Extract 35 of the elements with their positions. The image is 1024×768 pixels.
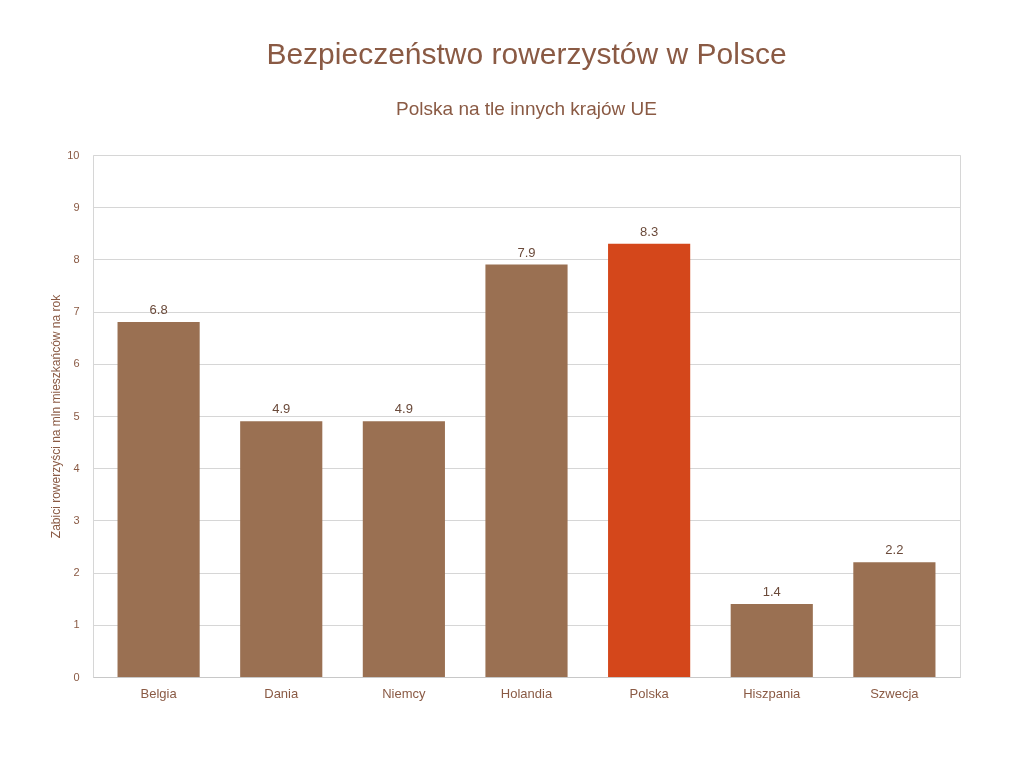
y-tick-label: 0 xyxy=(73,670,80,683)
y-tick-label: 3 xyxy=(73,513,80,526)
data-label: 6.8 xyxy=(149,302,168,318)
y-tick-label: 2 xyxy=(73,566,80,579)
x-tick-label: Holandia xyxy=(500,685,553,701)
x-tick-label: Niemcy xyxy=(382,685,427,701)
bar xyxy=(608,243,691,677)
data-label: 4.9 xyxy=(394,401,413,417)
y-tick-label: 10 xyxy=(67,148,80,161)
chart-title: Bezpieczeństwo rowerzystów w Polsce xyxy=(266,37,787,70)
data-label: 2.2 xyxy=(885,542,904,558)
y-tick-label: 4 xyxy=(73,461,80,474)
chart-subtitle: Polska na tle innych krajów UE xyxy=(396,98,657,119)
data-label: 1.4 xyxy=(762,583,781,599)
x-tick-label: Szwecja xyxy=(870,685,920,701)
y-tick-label: 7 xyxy=(73,305,80,318)
y-axis-title: Zabici rowerzyści na mln mieszkańców na rok xyxy=(49,293,64,539)
y-tick-label: 9 xyxy=(73,200,80,213)
x-tick-label: Hiszpania xyxy=(743,685,802,701)
data-label: 8.3 xyxy=(640,223,659,239)
x-tick-label: Dania xyxy=(264,685,299,701)
x-tick-label: Belgia xyxy=(140,685,178,701)
y-tick-label: 5 xyxy=(73,409,80,422)
bar xyxy=(730,603,813,677)
bar xyxy=(240,421,323,677)
y-tick-label: 6 xyxy=(73,357,80,370)
x-tick-label: Polska xyxy=(629,685,670,701)
bar xyxy=(362,421,445,677)
data-label: 4.9 xyxy=(272,401,291,417)
bar xyxy=(485,264,568,677)
data-label: 7.9 xyxy=(517,244,536,260)
y-tick-label: 1 xyxy=(73,618,80,631)
y-tick-label: 8 xyxy=(73,252,80,265)
bar xyxy=(853,562,936,677)
bar xyxy=(117,322,200,677)
